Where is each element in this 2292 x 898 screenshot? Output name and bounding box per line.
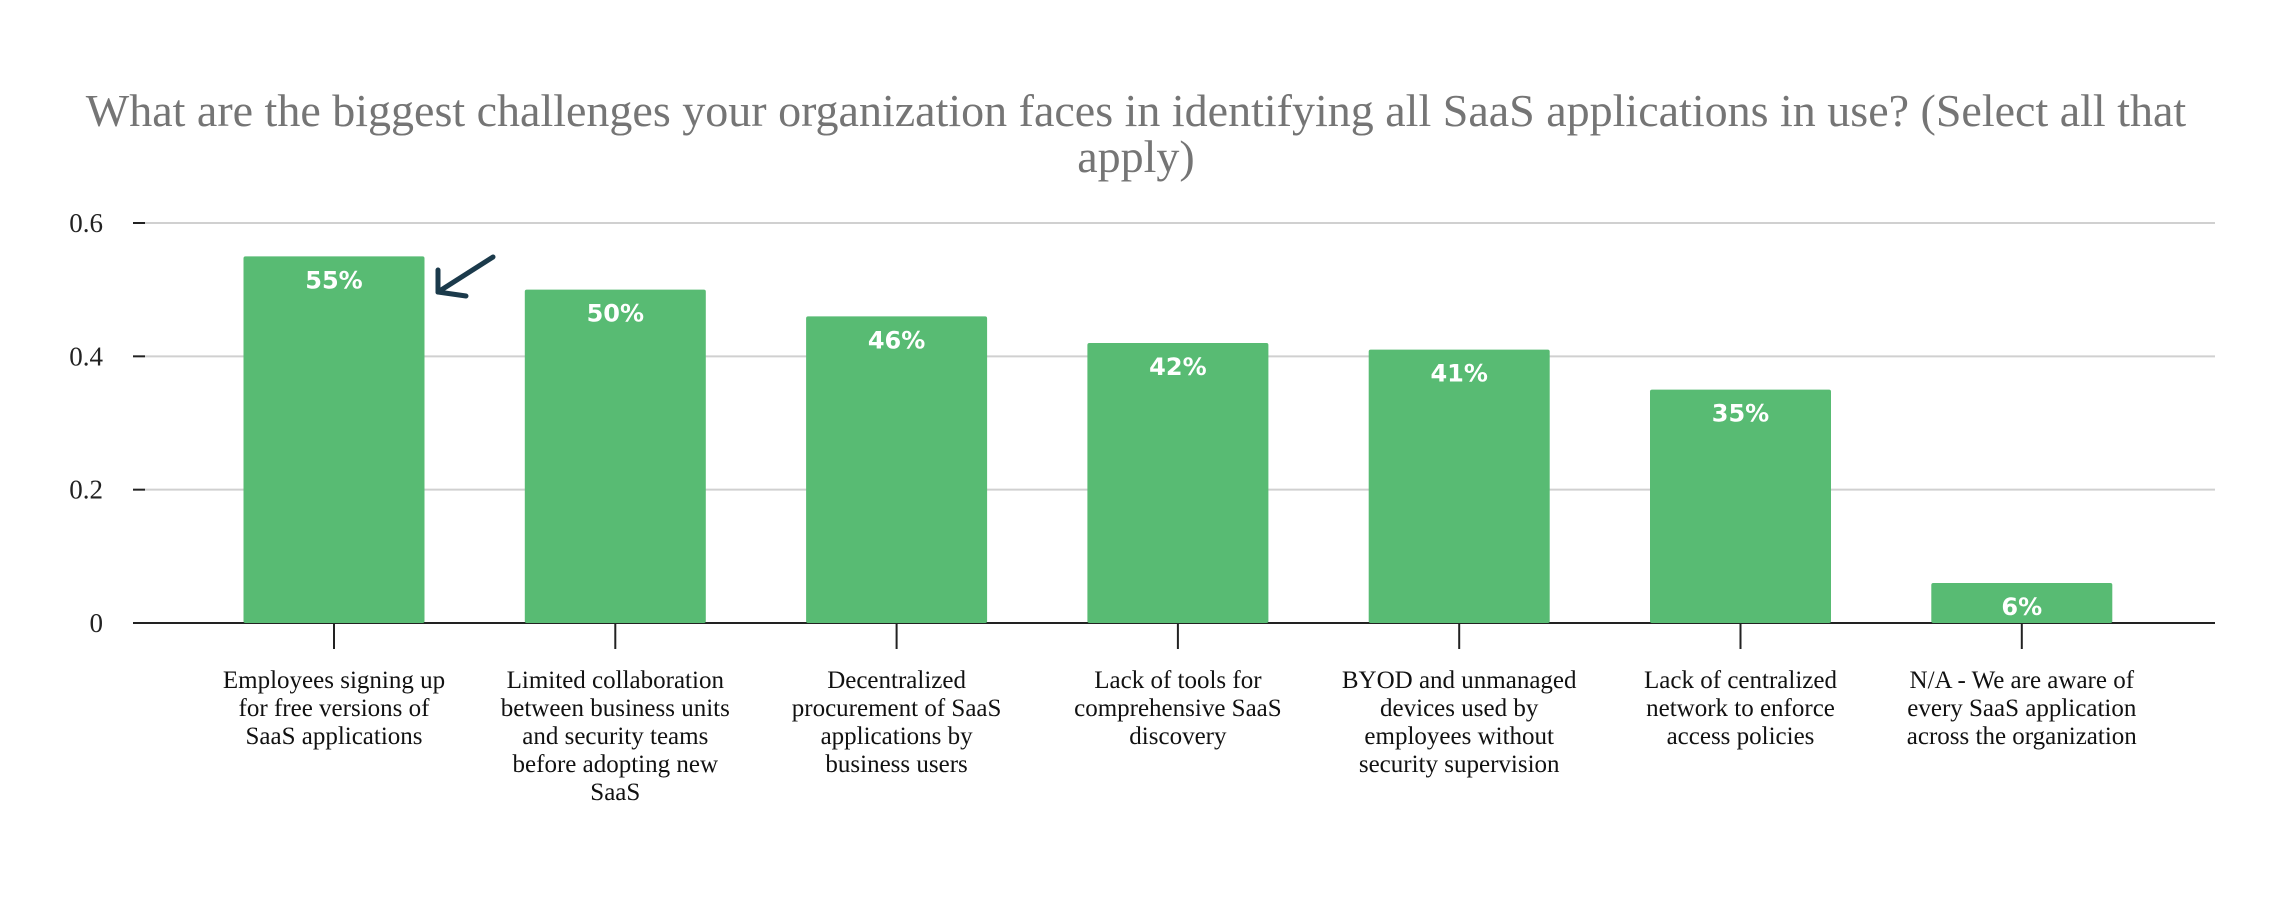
category-label-line: business users — [825, 751, 967, 778]
category-label-line: SaaS applications — [245, 723, 422, 750]
y-tick-label: 0 — [90, 608, 104, 638]
category-label-line: for free versions of — [239, 695, 431, 722]
category-label-line: across the organization — [1907, 723, 2138, 750]
category-label-line: comprehensive SaaS — [1074, 695, 1282, 722]
y-tick-label: 0.4 — [69, 341, 103, 371]
category-label-line: employees without — [1364, 723, 1554, 750]
bar — [806, 316, 988, 623]
category-labels: Employees signing up for free versions of… — [223, 667, 2137, 806]
data-label: 42% — [1149, 353, 1206, 381]
category-label-line: discovery — [1129, 723, 1227, 750]
annotation — [435, 254, 496, 299]
data-label: 46% — [868, 326, 925, 354]
y-tick-label: 0.6 — [69, 208, 103, 238]
category-label: Lack of centralized network to enforce acc… — [1644, 667, 1837, 750]
category-label-line: N/A - We are aware of — [1910, 667, 2135, 694]
category-label-line: applications by — [821, 723, 974, 750]
category-label-line: and security teams — [522, 723, 708, 750]
category-label: Lack of tools for comprehensive SaaS disco… — [1074, 667, 1282, 750]
category-label: Decentralized procurement of SaaS applicat… — [792, 667, 1002, 778]
category-label-line: BYOD and unmanaged — [1342, 667, 1577, 694]
category-label-line: security supervision — [1359, 751, 1560, 778]
chart-title-line: What are the biggest challenges your org… — [86, 85, 2187, 136]
category-label-line: Lack of tools for — [1094, 667, 1262, 694]
bar — [1368, 349, 1550, 623]
category-label-line: procurement of SaaS — [792, 695, 1002, 722]
category-label-line: access policies — [1667, 723, 1815, 750]
arrow-shaft — [435, 254, 496, 295]
data-label: 50% — [587, 300, 644, 328]
y-tick-label: 0.2 — [69, 475, 103, 505]
data-label: 55% — [305, 266, 362, 294]
category-label-line: network to enforce — [1646, 695, 1835, 722]
bar — [1087, 343, 1269, 623]
chart-title: What are the biggest challenges your org… — [86, 85, 2187, 182]
category-label-line: devices used by — [1380, 695, 1539, 722]
category-label-line: Limited collaboration — [507, 667, 725, 694]
data-label: 41% — [1430, 360, 1487, 388]
category-label-line: Decentralized — [827, 667, 966, 694]
bar — [1650, 389, 1831, 623]
category-label-line: every SaaS application — [1907, 695, 2137, 722]
category-label-line: Lack of centralized — [1644, 667, 1837, 694]
chart-title-line: apply) — [1077, 131, 1195, 182]
bar — [243, 256, 425, 623]
category-label-line: SaaS — [590, 779, 640, 806]
category-label: BYOD and unmanaged devices used by employe… — [1342, 667, 1577, 778]
category-label-line: before adopting new — [513, 751, 718, 778]
arrow-icon — [435, 267, 469, 299]
category-label-line: Employees signing up — [223, 667, 445, 694]
data-label: 35% — [1712, 400, 1769, 428]
bars: 55% 50% 46% 42% 41% 35% 6% — [243, 256, 2113, 623]
category-label: N/A - We are aware of every SaaS applicat… — [1907, 667, 2138, 750]
data-label: 6% — [2001, 593, 2042, 621]
category-label-line: between business units — [501, 695, 730, 722]
category-label: Employees signing up for free versions of… — [223, 667, 445, 750]
category-label: Limited collaboration between business un… — [501, 667, 730, 806]
bar — [1931, 583, 2113, 623]
bar — [524, 289, 706, 623]
